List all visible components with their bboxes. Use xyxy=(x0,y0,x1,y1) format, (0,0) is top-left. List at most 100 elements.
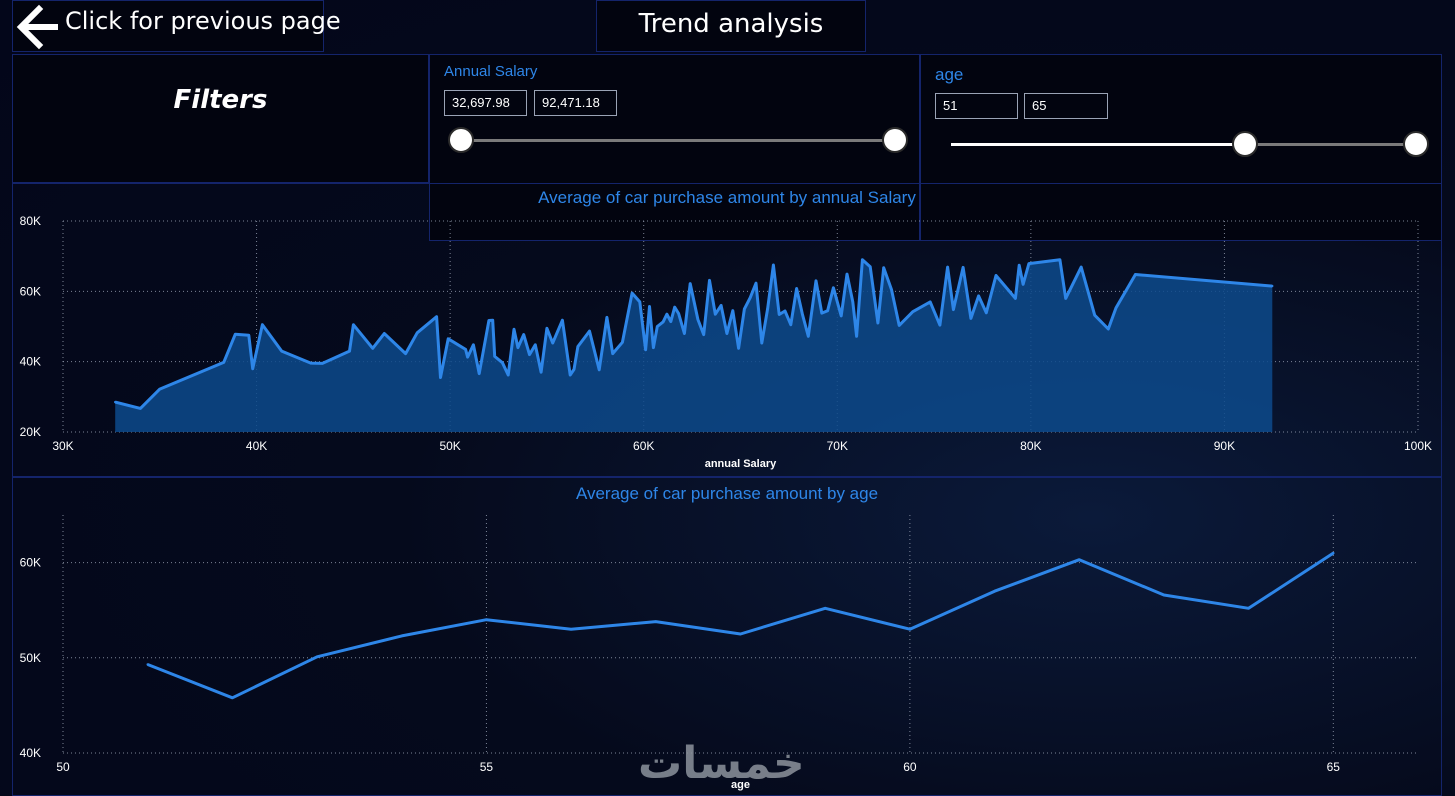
filters-title: Filters xyxy=(173,85,268,115)
data-point xyxy=(994,274,998,277)
data-point xyxy=(731,309,734,312)
age-slicer: age 51 65 xyxy=(920,54,1442,241)
data-point xyxy=(826,309,829,312)
data-point xyxy=(568,373,572,377)
age-chart-panel: Average of car purchase amount by age 50… xyxy=(12,477,1442,796)
x-axis-label: age xyxy=(731,779,750,791)
data-point xyxy=(1271,284,1274,288)
y-tick-label: 40K xyxy=(20,355,41,369)
data-point xyxy=(961,266,965,269)
data-point xyxy=(630,291,634,295)
age-slider-fill xyxy=(951,143,1246,146)
y-tick-label: 50K xyxy=(20,651,41,665)
data-point xyxy=(315,655,319,659)
data-point xyxy=(807,335,810,338)
salary-slider-track[interactable] xyxy=(462,139,896,142)
data-point xyxy=(683,332,686,335)
back-button[interactable]: Click for previous page xyxy=(12,0,341,52)
age-slicer-title: age xyxy=(935,65,964,84)
age-min-input[interactable]: 51 xyxy=(935,93,1018,119)
data-point xyxy=(1079,265,1083,269)
data-point xyxy=(139,407,142,410)
back-button-label: Click for previous page xyxy=(65,7,341,35)
data-point xyxy=(1058,258,1062,261)
data-point xyxy=(638,300,642,304)
data-point xyxy=(452,341,456,344)
data-point xyxy=(845,272,849,276)
salary-chart-panel: Average of car purchase amount by annual… xyxy=(12,183,1442,477)
age-chart: 50 55 60 65 40K 50K 60K age xyxy=(20,515,1418,791)
data-point xyxy=(760,341,763,345)
age-slider-min-handle[interactable] xyxy=(1232,131,1258,157)
data-point xyxy=(261,323,264,326)
data-point xyxy=(280,349,283,353)
data-point xyxy=(491,318,494,322)
data-point xyxy=(665,312,669,316)
data-point xyxy=(551,341,554,345)
data-point xyxy=(1064,297,1067,300)
salary-max-input[interactable]: 92,471.18 xyxy=(534,90,617,116)
data-point xyxy=(1021,283,1025,286)
data-point xyxy=(516,346,520,349)
data-point xyxy=(485,618,488,621)
salary-slider-min-handle[interactable] xyxy=(448,127,474,153)
x-tick-label: 55 xyxy=(480,760,494,774)
salary-slider-max-handle[interactable] xyxy=(882,127,908,153)
data-point xyxy=(661,320,665,324)
data-point xyxy=(719,304,723,307)
data-point xyxy=(605,316,609,319)
page-title: Trend analysis xyxy=(638,9,824,39)
data-point xyxy=(766,307,769,311)
data-point xyxy=(929,300,932,304)
data-point xyxy=(1027,262,1031,265)
data-point xyxy=(477,372,481,375)
age-max-input[interactable]: 65 xyxy=(1024,93,1108,119)
data-point xyxy=(778,313,781,316)
data-point xyxy=(795,287,798,290)
data-point xyxy=(748,296,752,299)
data-point xyxy=(1247,607,1250,610)
data-point xyxy=(158,387,161,391)
data-point xyxy=(528,353,531,356)
data-point xyxy=(501,361,504,364)
data-point xyxy=(855,335,858,338)
x-tick-label: 90K xyxy=(1214,439,1235,453)
data-point xyxy=(1332,551,1335,555)
watermark-logo: خمسات xyxy=(638,738,805,789)
data-point xyxy=(439,376,442,379)
data-point xyxy=(908,628,912,631)
data-point xyxy=(898,324,901,327)
x-tick-label: 60 xyxy=(903,760,917,774)
data-point xyxy=(352,323,355,326)
data-point xyxy=(1018,264,1021,267)
data-point xyxy=(789,323,793,326)
data-point xyxy=(1078,558,1081,561)
data-point xyxy=(400,634,403,638)
data-point xyxy=(801,312,804,316)
series-line xyxy=(147,551,1335,700)
data-point xyxy=(545,327,549,330)
x-tick-label: 70K xyxy=(827,439,848,453)
data-point xyxy=(561,318,564,322)
data-point xyxy=(1093,314,1096,317)
data-point xyxy=(493,355,496,358)
data-point xyxy=(251,367,254,370)
data-point xyxy=(832,286,835,290)
salary-min-input[interactable]: 32,697.98 xyxy=(444,90,527,116)
data-point xyxy=(507,373,510,377)
data-point xyxy=(1134,273,1137,276)
data-point xyxy=(820,311,823,315)
data-point xyxy=(569,628,573,631)
data-point xyxy=(868,265,872,268)
data-point xyxy=(654,620,658,623)
age-slider-max-handle[interactable] xyxy=(1403,131,1429,157)
y-tick-label: 60K xyxy=(20,556,41,570)
data-point xyxy=(447,337,450,341)
x-tick-label: 30K xyxy=(52,439,73,453)
data-point xyxy=(890,288,893,291)
x-tick-label: 80K xyxy=(1020,439,1041,453)
data-point xyxy=(977,294,980,298)
data-point xyxy=(146,663,149,666)
data-point xyxy=(839,314,843,318)
data-point xyxy=(247,334,251,337)
